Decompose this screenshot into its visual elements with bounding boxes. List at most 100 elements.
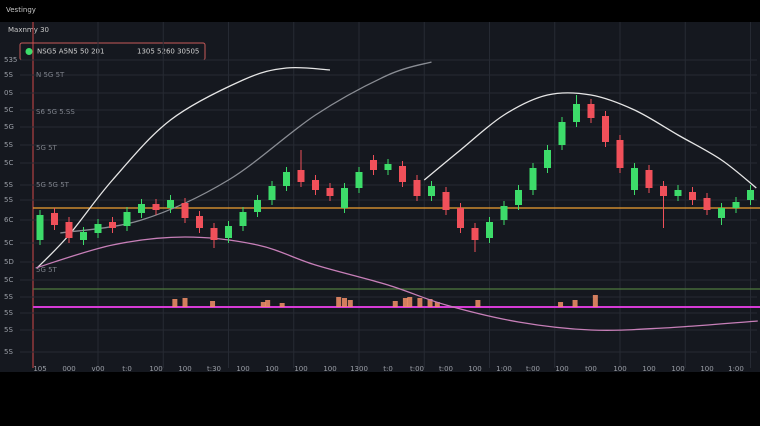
candle-body <box>732 202 740 208</box>
candle-body <box>51 213 58 225</box>
overlay-line <box>423 92 757 189</box>
volume-bar <box>260 302 266 307</box>
x-tick-label: 000 <box>62 365 75 373</box>
x-tick-label: 100 <box>555 365 568 373</box>
candle-body <box>384 164 392 170</box>
candle-body <box>370 160 377 170</box>
volume-bar <box>347 300 353 307</box>
volume-bar <box>427 299 433 307</box>
x-tick-label: 100 <box>468 365 481 373</box>
candle-body <box>515 190 522 205</box>
volume-bar <box>592 295 598 307</box>
annotation: S6 5G 5.SS <box>36 108 75 116</box>
candle-body <box>326 188 334 196</box>
annotation: N 5G 5T <box>36 71 65 79</box>
candle-body <box>94 224 102 233</box>
candle-body <box>645 170 653 188</box>
x-tick-label: t:30 <box>207 365 221 373</box>
volume-bar <box>558 302 564 307</box>
annotation: 5G 5G 5T <box>36 181 70 189</box>
candle-body <box>558 122 566 145</box>
y-tick-label: 5C <box>4 106 13 114</box>
x-tick-label: 100 <box>178 365 191 373</box>
candle-body <box>167 200 174 208</box>
x-tick-label: 100 <box>265 365 278 373</box>
candle-body <box>660 186 667 196</box>
candle-body <box>573 104 580 122</box>
volume-bar <box>172 299 178 307</box>
candle-body <box>355 172 363 188</box>
x-tick-label: v00 <box>91 365 104 373</box>
x-tick-label: 100 <box>323 365 336 373</box>
candle-body <box>283 172 290 186</box>
annotation: 5G 5T <box>36 266 58 274</box>
legend-item: 1305 5260 30505 <box>137 48 199 56</box>
candle-body <box>297 170 305 182</box>
volume-bar <box>402 298 408 307</box>
candle-body <box>109 222 116 228</box>
candle-body <box>703 198 711 210</box>
x-tick-label: 1:00 <box>728 365 744 373</box>
candle-body <box>36 215 44 240</box>
y-tick-label: 5S <box>4 141 13 149</box>
y-tick-label: 5S <box>4 293 13 301</box>
legend-dot <box>25 48 33 55</box>
x-tick-label: 100 <box>236 365 249 373</box>
x-tick-label: 100 <box>642 365 655 373</box>
y-tick-label: 5G <box>4 123 14 131</box>
volume-bar <box>265 300 271 307</box>
candle-body <box>428 186 435 196</box>
volume-bar <box>336 297 342 307</box>
x-tick-label: t:00 <box>526 365 540 373</box>
x-tick-label: 100 <box>700 365 713 373</box>
candle-body <box>471 228 479 240</box>
volume-bar <box>417 298 423 307</box>
candle-body <box>254 200 261 212</box>
overlay-line <box>35 236 758 331</box>
candle-body <box>123 212 131 226</box>
candle-body <box>181 203 189 218</box>
y-tick-label: 5D <box>4 258 14 266</box>
candle-body <box>674 190 682 196</box>
candle-body <box>529 168 537 190</box>
tab-label[interactable]: Maxnmy 30 <box>8 26 49 34</box>
volume-bar <box>279 303 285 307</box>
chart-panel <box>0 22 760 372</box>
overlay-line <box>60 61 432 234</box>
candle-body <box>442 192 450 210</box>
x-tick-label: 100 <box>671 365 684 373</box>
y-tick-label: 5S <box>4 326 13 334</box>
candle-body <box>689 192 696 200</box>
candle-body <box>65 222 73 238</box>
volume-bar <box>475 300 481 307</box>
y-tick-label: 5C <box>4 276 13 284</box>
candle-body <box>152 204 160 210</box>
candle-body <box>500 206 508 220</box>
x-tick-label: 100 <box>149 365 162 373</box>
x-tick-label: 105 <box>33 365 46 373</box>
y-tick-label: 5S <box>4 181 13 189</box>
x-tick-label: t:0 <box>122 365 132 373</box>
y-tick-label: 6C <box>4 216 13 224</box>
candle-body <box>312 180 319 190</box>
volume-bar <box>342 298 347 307</box>
y-tick-label: 5S <box>4 348 13 356</box>
candle-body <box>544 150 551 168</box>
candle-body <box>747 190 754 200</box>
candle-body <box>225 226 232 238</box>
candle-body <box>268 186 276 200</box>
candle-body <box>80 232 87 240</box>
x-tick-label: 1:00 <box>496 365 512 373</box>
candle-body <box>341 188 348 208</box>
y-tick-label: 5S <box>4 196 13 204</box>
volume-bar <box>210 301 216 307</box>
candle-body <box>486 222 493 238</box>
x-tick-label: t00 <box>585 365 597 373</box>
app-title: Vestingy <box>6 6 36 14</box>
candle-body <box>399 166 406 182</box>
x-tick-label: t:0 <box>383 365 393 373</box>
candle-body <box>413 180 421 196</box>
x-tick-label: t:00 <box>410 365 424 373</box>
annotation: 5G 5T <box>36 144 58 152</box>
